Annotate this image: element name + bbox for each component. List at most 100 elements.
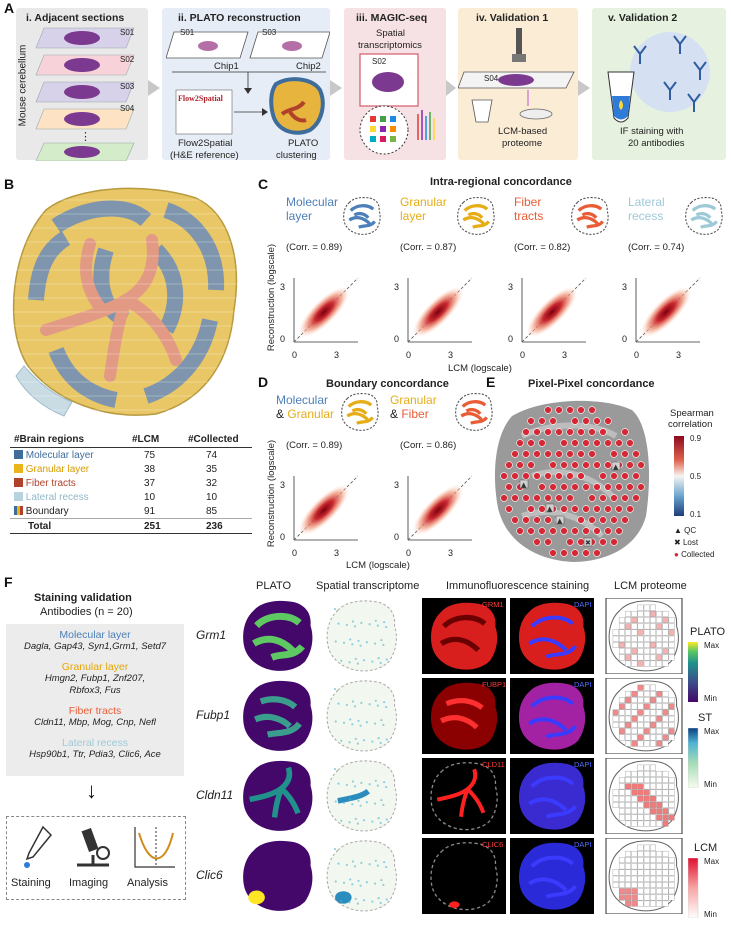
if-caption: IF staining with: [620, 126, 684, 137]
col-title-if: Immunofluorescence staining: [446, 580, 590, 592]
total-collected: 236: [206, 520, 223, 532]
svg-text:▲: ▲: [613, 463, 619, 471]
panel-c-xlabel: LCM (logscale): [448, 363, 512, 374]
panel-c-corr-0: (Corr. = 0.89): [286, 242, 343, 253]
lcm-count: 75: [144, 449, 156, 461]
chip2-label: Chip2: [296, 61, 321, 72]
panel-c-y3-3: 3: [622, 282, 628, 292]
group-molecular-name: Molecular layer: [59, 629, 131, 641]
table-row: Molecular layer 75 74: [10, 448, 252, 463]
panel-d-region2: Granular: [287, 407, 335, 421]
panel-c-y0-2: 0: [508, 334, 514, 344]
lcm-section-label: S04: [484, 74, 499, 83]
if-dapi-image-1: [510, 678, 594, 754]
magic-section-label: S02: [372, 57, 387, 66]
panel-c-y0-1: 0: [394, 334, 400, 344]
panel-d-scatter-0: [293, 475, 359, 541]
legend-plato-min: Min: [704, 694, 717, 703]
col-title-lcm: LCM proteome: [614, 580, 687, 592]
panel-d-y0-0: 0: [280, 532, 286, 542]
st-map-2: [326, 760, 397, 832]
swatch-lateral: [14, 492, 23, 502]
panel-c-region-3-line2: recess: [628, 209, 664, 223]
panel-c-x3-2: 3: [562, 350, 568, 360]
if-marker-image-2: [422, 758, 506, 834]
plato-subcaption: clustering: [276, 150, 317, 161]
svg-text:✖: ✖: [585, 539, 591, 547]
panel-d-corr-1: (Corr. = 0.86): [400, 440, 457, 451]
legend-collected: ● Collected: [674, 550, 714, 559]
panel-letter-a: A: [4, 0, 15, 16]
lost-label: Lost: [682, 538, 699, 547]
panel-d-region-0: Molecular: [276, 393, 329, 407]
collected-count: 10: [206, 491, 218, 503]
lcm-map-3: [605, 838, 683, 914]
panel-letter-e: E: [486, 374, 496, 390]
total-label: Total: [28, 520, 52, 532]
qc-label: QC: [684, 526, 697, 535]
region-name: Molecular layer: [25, 449, 94, 461]
panel-c-y3-0: 3: [280, 282, 286, 292]
step-title-2: ii. PLATO reconstruction: [178, 12, 301, 24]
spatial-transcriptomics-label: Spatial: [376, 28, 406, 39]
group-molecular-genes: Dagla, Gap43, Syn1,Grm1, Setd7: [23, 641, 167, 652]
legend-plato-title: PLATO: [690, 626, 726, 638]
group-granular-genes-2: Rbfox3, Fus: [69, 685, 121, 696]
plato-map-2: [243, 760, 313, 831]
group-fiber-genes: Cldn11, Mbp, Mog, Cnp, Nefl: [34, 717, 156, 728]
panel-c-corr-1: (Corr. = 0.87): [400, 242, 457, 253]
workflow-box: Staining Imaging Analysis: [6, 816, 186, 900]
gene-label-3: Clic6: [196, 868, 223, 882]
panel-d-region2: Fiber: [401, 407, 429, 421]
table-row: Granular layer 38 35: [10, 462, 252, 476]
panel-c-region-icon-3: [685, 196, 723, 235]
panel-c-scatter-0: [293, 277, 359, 343]
group-granular-name: Granular layer: [61, 661, 129, 673]
dropper-icon: [24, 825, 53, 868]
panel-d-y0-1: 0: [394, 532, 400, 542]
th-collected: #Collected: [184, 432, 252, 448]
step-title-1: i. Adjacent sections: [26, 12, 125, 24]
regions-table: #Brain regions #LCM #Collected Molecular…: [10, 432, 252, 534]
swatch-molecular: [14, 450, 23, 460]
antibodies-count: Antibodies (n = 20): [40, 606, 133, 618]
panel-c-x0-0: 0: [292, 350, 298, 360]
workflow-icons: [24, 825, 175, 868]
spearman-min: 0.1: [690, 510, 702, 519]
panel-c-scatter-3: [635, 277, 701, 343]
panel-c-region-0: Molecular: [286, 195, 339, 209]
legend-plato-bar: [688, 642, 698, 702]
if-marker-label-2: CLD11: [482, 760, 505, 769]
svg-text:▲: ▲: [557, 517, 563, 525]
th-region: #Brain regions: [10, 432, 128, 448]
panel-c-x3-0: 3: [334, 350, 340, 360]
step-title-5: v. Validation 2: [608, 12, 678, 24]
panel-c-y3-2: 3: [508, 282, 514, 292]
analysis-curve-icon: [134, 827, 175, 868]
if-subcaption: 20 antibodies: [628, 138, 685, 149]
legend-lcm-title: LCM: [694, 842, 718, 854]
panel-letter-f: F: [4, 574, 13, 590]
lcm-count: 91: [144, 505, 156, 517]
lcm-count: 38: [144, 463, 156, 475]
spatial-transcriptomics-label-2: transcriptomics: [358, 40, 422, 51]
section-label-s03: S03: [120, 82, 135, 91]
group-granular-genes: Hmgn2, Fubp1, Znf207,: [44, 673, 146, 684]
panel-c-y3-1: 3: [394, 282, 400, 292]
panel-d-y3-0: 3: [280, 480, 286, 490]
panel-d-y3-1: 3: [394, 480, 400, 490]
legend-plato-max: Max: [704, 641, 720, 650]
panel-c-region-2: Fiber: [514, 195, 542, 209]
panel-c-x3-1: 3: [448, 350, 454, 360]
panel-d-xlabel: LCM (logscale): [346, 560, 410, 571]
panel-c-region-icon-0: [343, 196, 381, 235]
panel-c-y0-3: 0: [622, 334, 628, 344]
panel-letter-b: B: [4, 176, 15, 192]
lcm-map-1: [605, 678, 683, 754]
panel-c-y0-0: 0: [280, 334, 286, 344]
if-dapi-label-1: DAPI: [574, 680, 592, 689]
chip2-section-label: S03: [262, 28, 277, 37]
table-row: Boundary 91 85: [10, 504, 252, 519]
panel-d-x3-1: 3: [448, 548, 454, 558]
panel-c-region-icon-1: [457, 196, 495, 235]
